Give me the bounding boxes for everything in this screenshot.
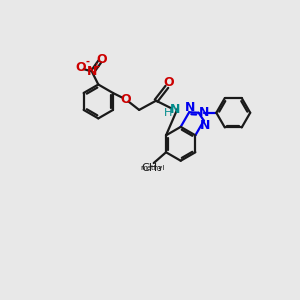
Text: O: O	[96, 53, 107, 66]
Text: methyl: methyl	[140, 165, 164, 171]
Text: O: O	[120, 93, 130, 106]
Text: N: N	[185, 101, 195, 114]
Text: N: N	[200, 119, 210, 132]
Text: CH₃: CH₃	[141, 164, 162, 173]
Text: H: H	[164, 108, 172, 118]
Text: N: N	[87, 65, 97, 78]
Text: N: N	[199, 106, 209, 119]
Text: O: O	[163, 76, 174, 89]
Text: -: -	[85, 57, 89, 67]
Text: N: N	[169, 103, 180, 116]
Text: +: +	[93, 62, 100, 71]
Text: O: O	[75, 61, 86, 74]
